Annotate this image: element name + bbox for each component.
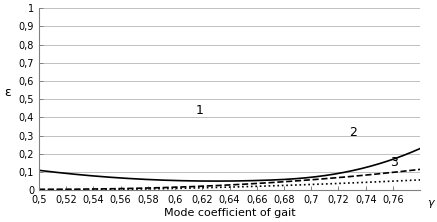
Y-axis label: ε: ε bbox=[4, 86, 11, 99]
X-axis label: Mode coefficient of gait: Mode coefficient of gait bbox=[164, 208, 295, 218]
Text: 2: 2 bbox=[349, 126, 357, 139]
Text: 3: 3 bbox=[390, 156, 398, 169]
Text: 1: 1 bbox=[195, 104, 203, 117]
Text: γ: γ bbox=[427, 198, 434, 208]
